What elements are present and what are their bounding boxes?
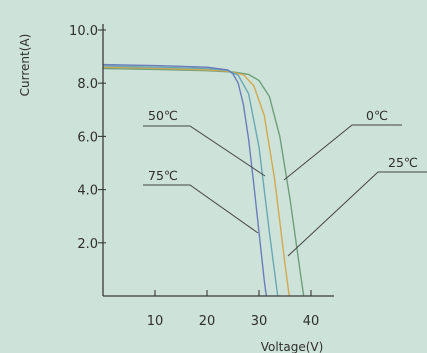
annotations-group: 50℃ 0℃ 75℃ 25℃ [148, 108, 418, 183]
y-tick-label: 6.0 [77, 130, 98, 145]
annotation-leader [283, 124, 402, 181]
curves-group [102, 63, 305, 297]
annotation-leader [287, 171, 427, 257]
axes-group [102, 24, 334, 297]
series-line-3 [102, 63, 267, 297]
series-line-1 [102, 66, 290, 297]
y-tick-label: 2.0 [77, 237, 98, 252]
x-tick-label: 10 [147, 314, 164, 329]
annotation-label: 25℃ [388, 155, 418, 170]
y-tick-label: 4.0 [77, 184, 98, 199]
annotation-leader [143, 125, 266, 177]
annotation-leader [143, 184, 259, 234]
y-tick-label: 8.0 [77, 77, 98, 92]
x-tick-label: 40 [303, 314, 320, 329]
annotation-label: 75℃ [148, 168, 178, 183]
annotation-label: 0℃ [366, 108, 388, 123]
ticks-group: 10 20 30 40 2.0 4.0 6.0 8.0 10.0 [69, 24, 319, 329]
y-tick-label: 10.0 [69, 24, 98, 39]
y-axis-label: Current(A) [18, 34, 32, 97]
annotation-leaders [143, 124, 427, 257]
x-tick-label: 20 [199, 314, 216, 329]
annotation-label: 50℃ [148, 108, 178, 123]
x-axis-label: Voltage(V) [261, 340, 324, 353]
series-line-2 [102, 65, 279, 297]
x-tick-label: 30 [251, 314, 268, 329]
labels-group: Current(A) Voltage(V) [18, 34, 323, 353]
series-line-0 [102, 67, 305, 297]
